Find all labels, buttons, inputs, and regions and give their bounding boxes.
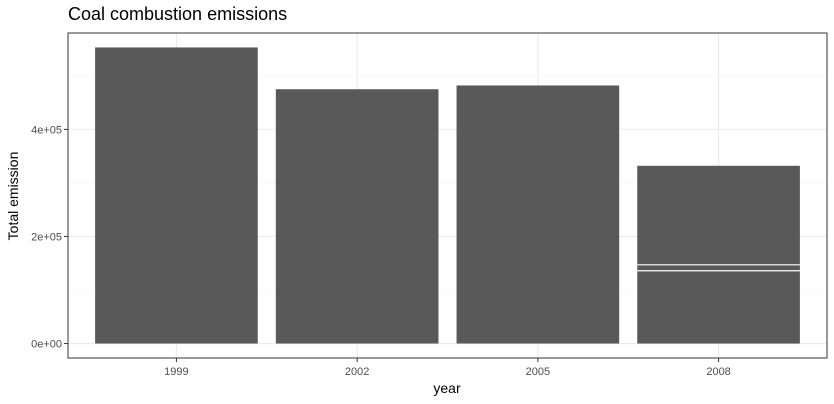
bar-2008 (637, 165, 800, 344)
x-tick-label: 2008 (706, 366, 730, 378)
y-tick-label: 4e+05 (31, 124, 62, 136)
y-tick-label: 2e+05 (31, 231, 62, 243)
x-tick-label: 2002 (345, 366, 369, 378)
bar-1999 (95, 47, 258, 344)
x-axis-title: year (433, 380, 461, 396)
axis-ticks: 0e+00 2e+05 4e+05 1999 2002 2005 2008 (31, 124, 731, 378)
bar-2002 (275, 89, 439, 344)
panel-border (67, 32, 828, 359)
x-tick-label: 1999 (164, 366, 188, 378)
x-tick-label: 2005 (526, 366, 550, 378)
y-axis-title: Total emission (5, 152, 21, 241)
bar-2005 (456, 85, 620, 344)
bars (95, 47, 800, 344)
y-tick-label: 0e+00 (31, 339, 62, 351)
chart-title: Coal combustion emissions (68, 4, 287, 24)
